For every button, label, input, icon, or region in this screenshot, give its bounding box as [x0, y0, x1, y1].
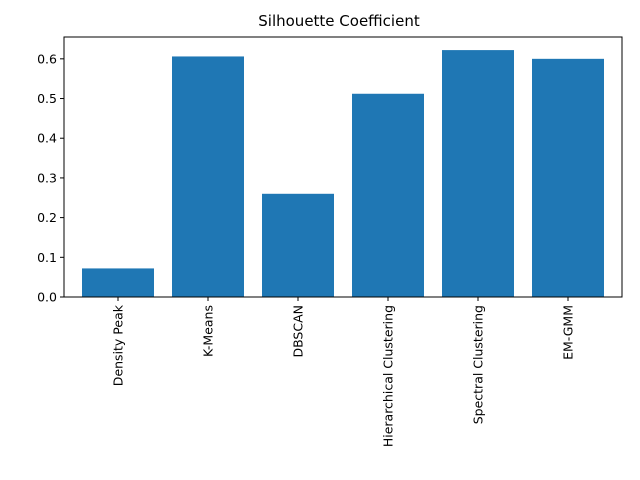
x-tick-label: EM-GMM: [561, 305, 576, 360]
y-tick-label: 0.5: [37, 91, 57, 106]
x-tick-label: DBSCAN: [291, 305, 306, 358]
bar-k-means: [172, 56, 244, 298]
bar-em-gmm: [532, 58, 604, 297]
y-tick-label: 0.1: [37, 250, 57, 265]
x-axis: Density Peak K-Means DBSCAN Hierarchical Cl…: [111, 297, 576, 447]
bar-dbscan: [262, 193, 334, 297]
y-tick-label: 0.2: [37, 210, 57, 225]
bar-hierarchical-clustering: [352, 93, 424, 297]
bars-group: [82, 50, 604, 298]
x-tick-label: Density Peak: [111, 304, 126, 386]
plot-frame: [63, 36, 623, 298]
bar-spectral-clustering: [442, 50, 514, 297]
y-tick-label: 0.3: [37, 170, 57, 185]
x-tick-label: K-Means: [201, 305, 216, 357]
y-tick-label: 0.6: [37, 51, 57, 66]
y-tick-label: 0.4: [37, 131, 57, 146]
chart-title: Silhouette Coefficient: [258, 12, 420, 30]
y-tick-label: 0.0: [37, 290, 57, 305]
bar-density-peak: [82, 268, 154, 297]
x-tick-label: Hierarchical Clustering: [381, 305, 396, 447]
y-axis: 0.0 0.1 0.2 0.3 0.4 0.5 0.6: [37, 51, 64, 305]
x-tick-label: Spectral Clustering: [471, 305, 486, 424]
